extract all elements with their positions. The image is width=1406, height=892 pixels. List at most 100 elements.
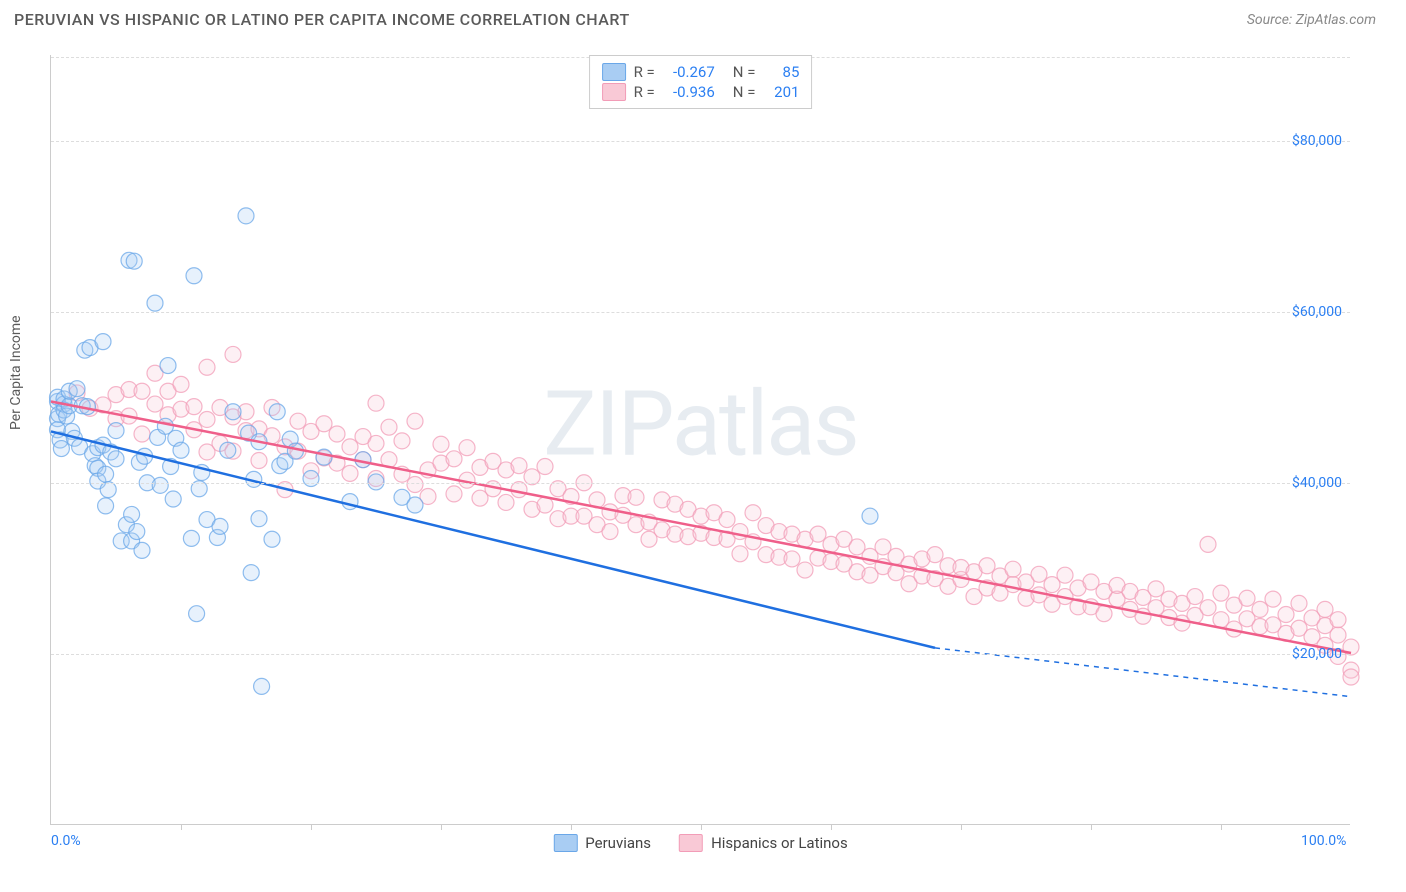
data-point	[95, 334, 111, 350]
data-point	[1239, 590, 1255, 606]
data-point	[1148, 581, 1164, 597]
data-point	[1278, 607, 1294, 623]
gridline	[51, 483, 1350, 484]
legend-item-peruvians: Peruvians	[553, 834, 651, 852]
data-point	[446, 451, 462, 467]
y-tick-label: $40,000	[1292, 475, 1342, 491]
data-point	[433, 436, 449, 452]
swatch-hispanics	[602, 83, 626, 101]
gridline	[51, 654, 1350, 655]
data-point	[290, 413, 306, 429]
data-point	[368, 395, 384, 411]
data-point	[134, 383, 150, 399]
data-point	[446, 486, 462, 502]
data-point	[1343, 669, 1359, 685]
data-point	[498, 494, 514, 510]
chart-title: PERUVIAN VS HISPANIC OR LATINO PER CAPIT…	[14, 10, 630, 29]
n-value-peruvians: 85	[763, 63, 799, 81]
stats-row-hispanics: R = -0.936 N = 201	[602, 82, 800, 102]
data-point	[1200, 600, 1216, 616]
chart-source: Source: ZipAtlas.com	[1247, 12, 1376, 28]
data-point	[165, 491, 181, 507]
trend-line-extrapolation	[935, 648, 1351, 697]
data-point	[212, 518, 228, 534]
series-legend: Peruvians Hispanics or Latinos	[553, 834, 847, 852]
gridline	[51, 312, 1350, 313]
stats-row-peruvians: R = -0.267 N = 85	[602, 62, 800, 82]
data-point	[1265, 591, 1281, 607]
data-point	[225, 404, 241, 420]
data-point	[53, 441, 69, 457]
data-point	[1291, 595, 1307, 611]
data-point	[126, 253, 142, 269]
data-point	[602, 524, 618, 540]
data-point	[173, 376, 189, 392]
data-point	[719, 512, 735, 528]
gridline	[51, 141, 1350, 142]
data-point	[225, 346, 241, 362]
data-point	[1005, 561, 1021, 577]
data-point	[108, 451, 124, 467]
data-point	[124, 506, 140, 522]
data-point	[329, 426, 345, 442]
data-point	[160, 358, 176, 374]
data-point	[264, 531, 280, 547]
y-axis-label: Per Capita Income	[8, 315, 24, 430]
data-point	[459, 440, 475, 456]
data-point	[199, 359, 215, 375]
data-point	[183, 530, 199, 546]
data-point	[243, 565, 259, 581]
x-minor-tick	[311, 824, 312, 830]
data-point	[810, 526, 826, 542]
data-point	[100, 482, 116, 498]
x-minor-tick	[701, 824, 702, 830]
data-point	[511, 482, 527, 498]
data-point	[186, 399, 202, 415]
data-point	[628, 489, 644, 505]
data-point	[511, 458, 527, 474]
data-point	[254, 678, 270, 694]
legend-item-hispanics: Hispanics or Latinos	[679, 834, 848, 852]
data-point	[368, 435, 384, 451]
stats-legend: R = -0.267 N = 85 R = -0.936 N = 201	[589, 55, 813, 109]
swatch-icon	[553, 834, 577, 852]
data-point	[186, 268, 202, 284]
data-point	[1187, 589, 1203, 605]
data-point	[316, 416, 332, 432]
data-point	[1330, 612, 1346, 628]
data-point	[147, 295, 163, 311]
data-point	[1252, 601, 1268, 617]
x-minor-tick	[961, 824, 962, 830]
x-minor-tick	[441, 824, 442, 830]
data-point	[134, 426, 150, 442]
data-point	[407, 476, 423, 492]
data-point	[69, 381, 85, 397]
x-minor-tick	[181, 824, 182, 830]
data-point	[152, 477, 168, 493]
y-tick-label: $60,000	[1292, 304, 1342, 320]
data-point	[108, 423, 124, 439]
chart-header: PERUVIAN VS HISPANIC OR LATINO PER CAPIT…	[0, 0, 1406, 33]
plot-area: ZIPatlas R = -0.267 N = 85 R = -0.936 N …	[50, 55, 1350, 825]
trend-line	[51, 402, 1351, 654]
data-point	[407, 413, 423, 429]
data-point	[797, 562, 813, 578]
data-point	[134, 542, 150, 558]
legend-label: Hispanics or Latinos	[711, 834, 848, 852]
x-tick-label: 100.0%	[1301, 833, 1346, 849]
data-point	[269, 404, 285, 420]
x-minor-tick	[831, 824, 832, 830]
data-point	[1317, 601, 1333, 617]
y-tick-label: $80,000	[1292, 133, 1342, 149]
scatter-svg	[51, 55, 1351, 825]
data-point	[1330, 627, 1346, 643]
data-point	[189, 606, 205, 622]
data-point	[1057, 567, 1073, 583]
data-point	[199, 411, 215, 427]
swatch-icon	[679, 834, 703, 852]
data-point	[1031, 566, 1047, 582]
y-tick-label: $20,000	[1292, 646, 1342, 662]
data-point	[98, 498, 114, 514]
data-point	[381, 419, 397, 435]
data-point	[129, 524, 145, 540]
